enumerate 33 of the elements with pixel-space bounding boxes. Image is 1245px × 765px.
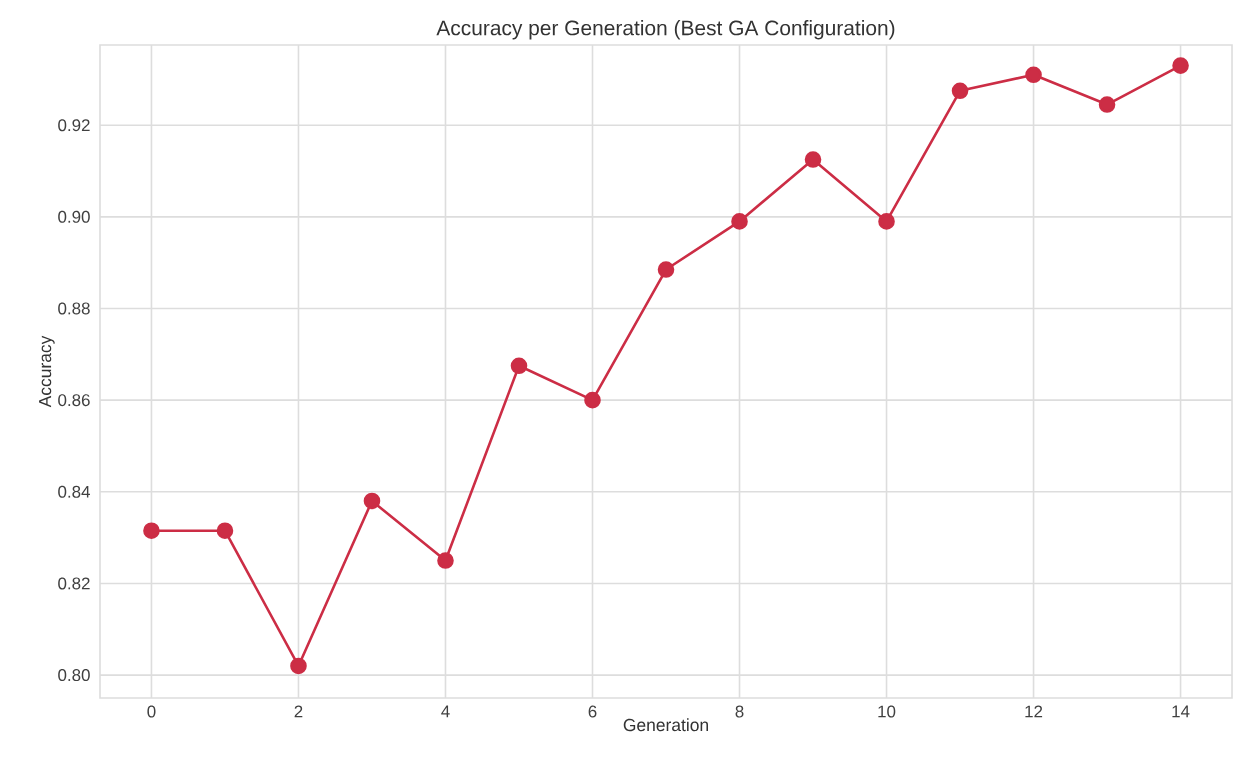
y-tick-label: 0.92 bbox=[58, 119, 90, 132]
x-tick-label: 8 bbox=[735, 705, 744, 718]
x-tick-label: 10 bbox=[878, 705, 896, 718]
y-tick-label: 0.84 bbox=[58, 485, 90, 498]
x-tick-label: 12 bbox=[1025, 705, 1043, 718]
point bbox=[584, 391, 601, 409]
point bbox=[731, 213, 748, 230]
y-tick-label: 0.88 bbox=[58, 302, 90, 315]
x-tick-label: 4 bbox=[441, 705, 450, 718]
y-tick-label: 0.82 bbox=[58, 577, 90, 590]
x-tick-label: 6 bbox=[588, 705, 597, 718]
point bbox=[143, 522, 160, 540]
point bbox=[804, 151, 822, 168]
point bbox=[878, 213, 895, 230]
x-tick-label: 2 bbox=[294, 705, 303, 718]
point bbox=[1098, 96, 1116, 113]
y-axis-title: Accuracy bbox=[39, 335, 55, 408]
point bbox=[951, 82, 969, 100]
y-tick-label: 0.86 bbox=[58, 394, 90, 407]
x-tick-label: 0 bbox=[147, 705, 156, 718]
x-axis-title: Generation bbox=[623, 718, 708, 732]
point bbox=[510, 357, 528, 375]
point bbox=[1172, 57, 1189, 74]
y-tick-label: 0.90 bbox=[58, 210, 90, 223]
point bbox=[363, 492, 381, 510]
point bbox=[1025, 66, 1042, 84]
chart-title: Accuracy per Generation (Best GA Configuration) bbox=[436, 20, 895, 40]
point bbox=[437, 552, 454, 569]
y-tick-label: 0.80 bbox=[58, 669, 90, 682]
point bbox=[216, 522, 234, 540]
x-tick-label: 14 bbox=[1172, 705, 1190, 718]
point bbox=[290, 657, 307, 675]
point bbox=[657, 261, 675, 278]
